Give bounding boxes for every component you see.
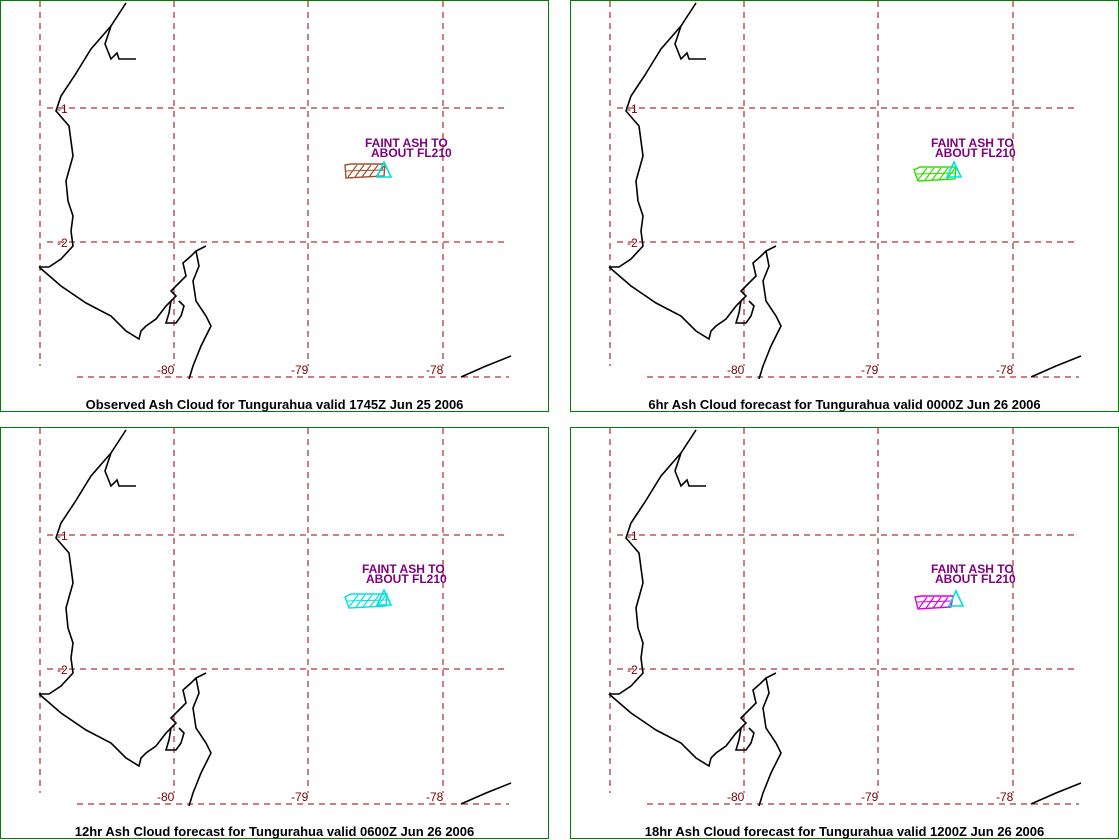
lat-labels: -1 -2 [627,102,638,250]
map-18hr: -1 -2 -80 -79 -78 FAINT ASH TO ABOUT FL2… [608,428,1082,807]
lon-label: -79 [291,790,309,804]
lat-label: -2 [57,663,68,677]
coastline [38,2,512,380]
lon-label: -80 [157,790,175,804]
lon-label: -78 [426,790,444,804]
map-observed: -1 -2 -80 -79 -78 FAINT ASH TO ABOUT FL2… [38,1,512,380]
lon-label: -79 [861,363,879,377]
triangle-icon [947,589,965,607]
map-panel-observed: -1 -2 -80 -79 -78 FAINT ASH TO ABOUT FL2… [0,0,549,412]
lat-label: -1 [57,102,68,116]
lon-label: -78 [996,790,1014,804]
lat-label: -1 [627,529,638,543]
annotation-line: ABOUT FL210 [935,146,1016,160]
lon-labels: -80 -79 -78 [727,363,1014,377]
lon-label: -79 [861,790,879,804]
ash-cloud-polygon [914,595,954,610]
map-panel-18hr: -1 -2 -80 -79 -78 FAINT ASH TO ABOUT FL2… [570,427,1119,839]
coastline [608,429,1082,807]
lon-label: -78 [996,363,1014,377]
annotation-line: FAINT ASH TO [931,136,1014,150]
annotation-line: FAINT ASH TO [362,562,445,576]
lon-labels: -80 -79 -78 [727,790,1014,804]
lat-labels: -1 -2 [57,529,68,677]
coastline [608,2,1082,380]
annotation-line: FAINT ASH TO [931,562,1014,576]
panel-caption: 12hr Ash Cloud forecast for Tungurahua v… [74,824,475,839]
map-6hr: -1 -2 -80 -79 -78 FAINT ASH TO ABOUT FL2… [608,1,1082,380]
triangle-icon [375,588,393,606]
lat-label: -2 [627,663,638,677]
annotation-line: ABOUT FL210 [366,572,447,586]
ash-annotation: FAINT ASH TO ABOUT FL210 [362,562,447,586]
lon-label: -80 [157,363,175,377]
ash-annotation: FAINT ASH TO ABOUT FL210 [365,136,452,160]
lon-labels: -80 -79 -78 [157,790,444,804]
ash-annotation: FAINT ASH TO ABOUT FL210 [931,136,1016,160]
ash-cloud-polygon [913,166,957,182]
lat-label: -1 [57,529,68,543]
triangle-icon [375,160,393,178]
lat-labels: -1 -2 [627,529,638,677]
graticule [39,428,509,805]
panel-caption: 18hr Ash Cloud forecast for Tungurahua v… [644,824,1045,839]
map-panel-12hr: -1 -2 -80 -79 -78 FAINT ASH TO ABOUT FL2… [0,427,549,839]
lat-label: -2 [57,236,68,250]
annotation-line: ABOUT FL210 [935,572,1016,586]
map-12hr: -1 -2 -80 -79 -78 FAINT ASH TO ABOUT FL2… [38,428,512,807]
panel-caption: 6hr Ash Cloud forecast for Tungurahua va… [648,397,1041,412]
annotation-line: FAINT ASH TO [365,136,448,150]
triangle-icon [945,160,963,178]
map-panel-6hr: -1 -2 -80 -79 -78 FAINT ASH TO ABOUT FL2… [570,0,1119,412]
lon-label: -80 [727,363,745,377]
lon-label: -78 [426,363,444,377]
panel-caption: Observed Ash Cloud for Tungurahua valid … [85,397,464,412]
lat-label: -1 [627,102,638,116]
annotation-line: ABOUT FL210 [371,146,452,160]
lon-labels: -80 -79 -78 [157,363,444,377]
lat-labels: -1 -2 [57,102,68,250]
graticule [609,1,1079,378]
lon-label: -80 [727,790,745,804]
graticule [609,428,1079,805]
ash-annotation: FAINT ASH TO ABOUT FL210 [931,562,1016,586]
lon-label: -79 [291,363,309,377]
graticule [39,1,509,378]
lat-label: -2 [627,236,638,250]
ash-cloud-polygon [344,163,386,179]
coastline [38,429,512,807]
